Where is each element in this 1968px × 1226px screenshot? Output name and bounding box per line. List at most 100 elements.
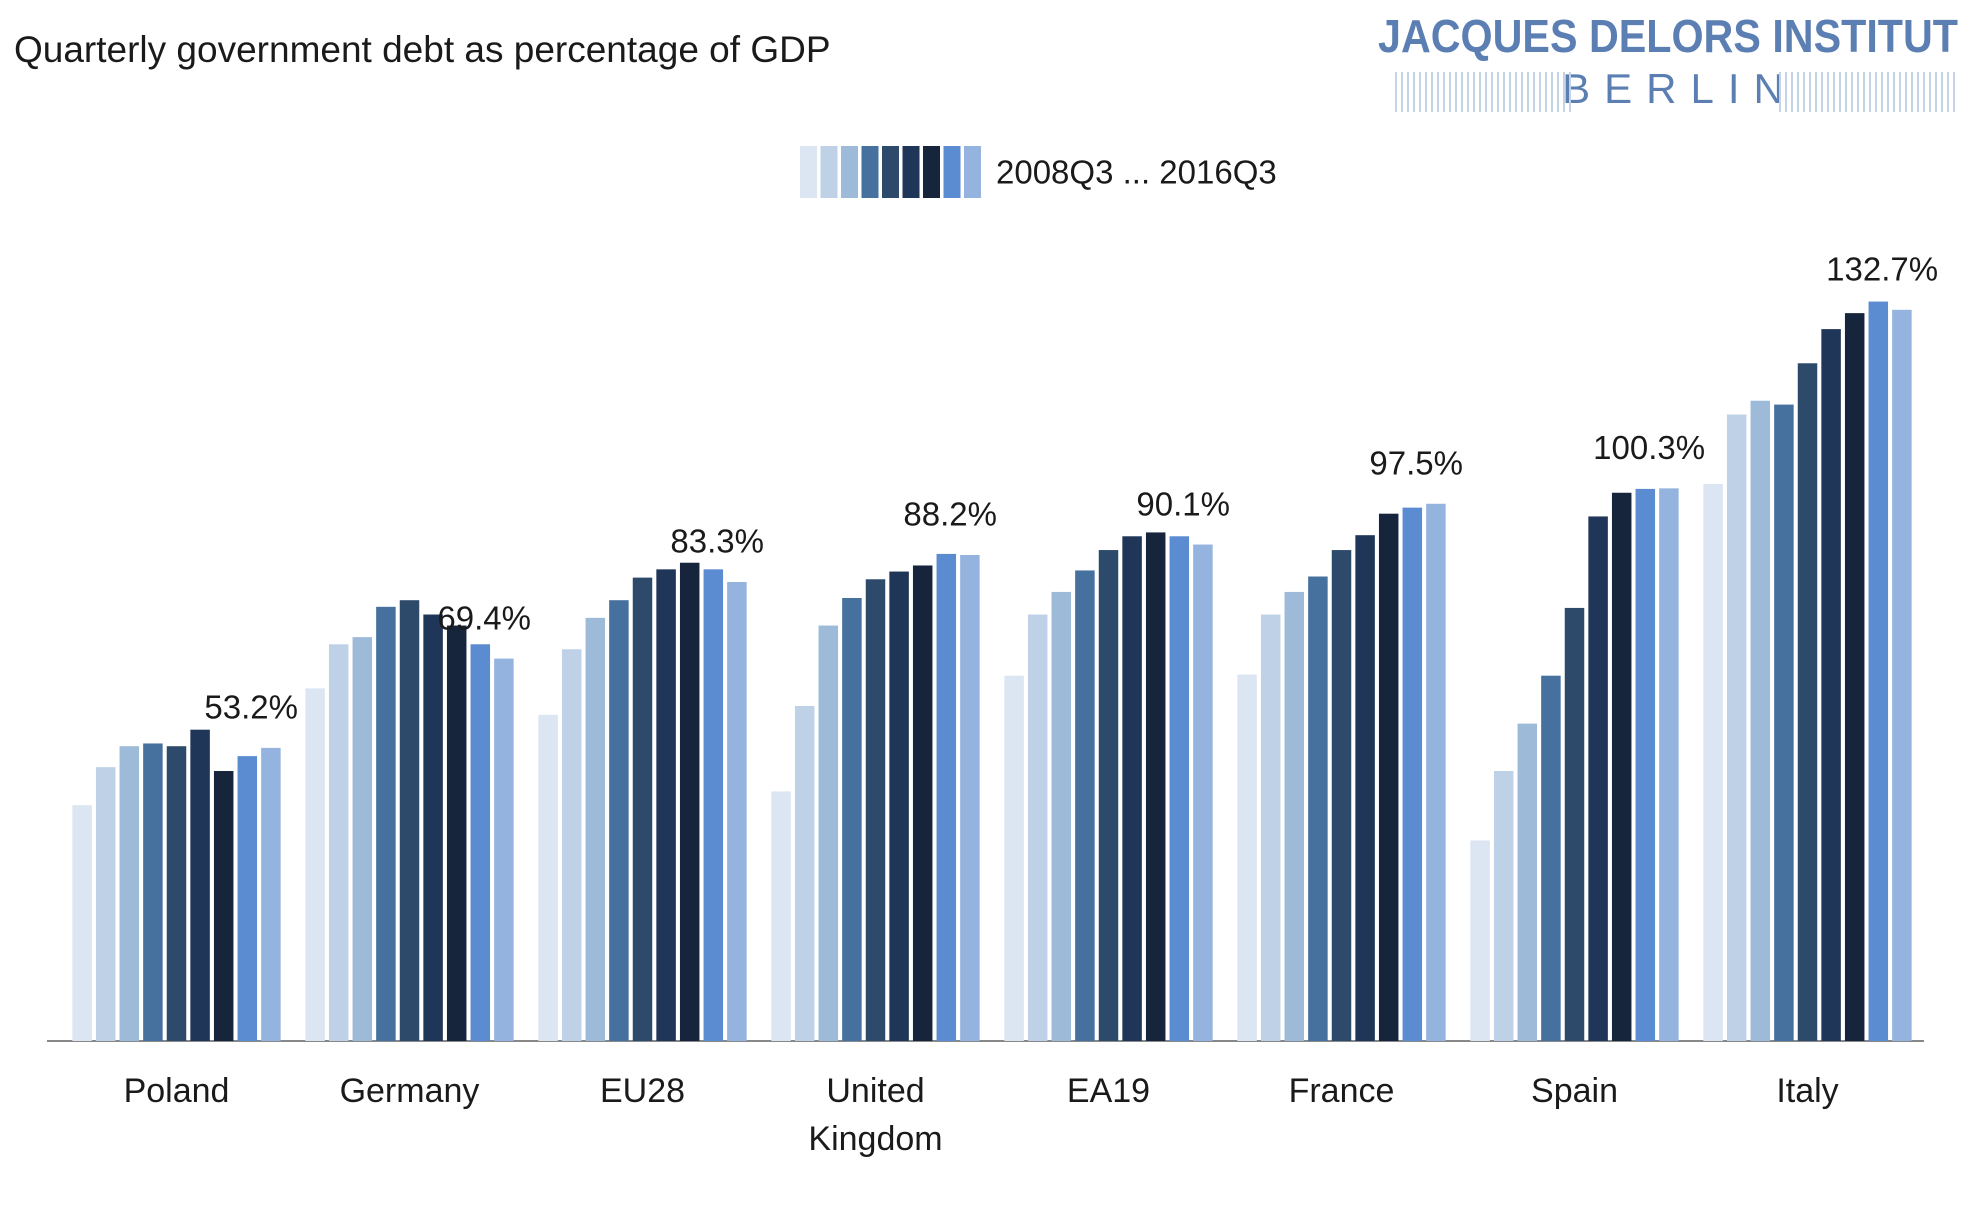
x-tick-label: EU28 bbox=[599, 1072, 686, 1110]
bar bbox=[1821, 329, 1841, 1041]
bar bbox=[561, 649, 582, 1041]
x-tick-label: Germany bbox=[339, 1072, 480, 1110]
logo-decoration bbox=[1395, 72, 1955, 112]
bar bbox=[960, 555, 980, 1041]
bar bbox=[679, 562, 700, 1041]
legend-swatch bbox=[923, 146, 940, 198]
data-label: 53.2% bbox=[204, 689, 298, 726]
bar bbox=[237, 756, 258, 1041]
bar bbox=[1797, 363, 1818, 1041]
bar bbox=[1493, 771, 1514, 1041]
bar bbox=[794, 705, 815, 1041]
bar bbox=[1426, 503, 1446, 1041]
bar bbox=[1402, 507, 1423, 1042]
bar bbox=[1169, 536, 1190, 1041]
bar bbox=[328, 644, 349, 1041]
bar bbox=[1868, 301, 1889, 1042]
bar bbox=[865, 579, 886, 1041]
bar bbox=[470, 644, 491, 1041]
bar bbox=[446, 625, 467, 1041]
bar bbox=[494, 658, 514, 1041]
bar bbox=[609, 600, 629, 1041]
bar bbox=[190, 729, 210, 1041]
bar bbox=[72, 805, 92, 1041]
x-tick-label: Spain bbox=[1531, 1072, 1618, 1110]
bar bbox=[727, 582, 747, 1041]
x-tick-label: United Kingdom bbox=[808, 1072, 943, 1158]
bar bbox=[1145, 532, 1166, 1041]
bar bbox=[143, 743, 163, 1041]
bar bbox=[1611, 492, 1632, 1041]
bar bbox=[95, 767, 116, 1041]
bar bbox=[261, 747, 281, 1041]
legend-swatch bbox=[861, 146, 879, 198]
legend-swatch bbox=[841, 146, 858, 198]
bar bbox=[1260, 614, 1281, 1041]
bar bbox=[1331, 550, 1352, 1041]
logo-city: BERLIN bbox=[1562, 65, 1798, 112]
bar bbox=[1075, 570, 1095, 1041]
bar bbox=[585, 617, 606, 1041]
data-label: 97.5% bbox=[1369, 444, 1463, 481]
bar bbox=[1098, 550, 1119, 1041]
x-tick-label: EA19 bbox=[1066, 1072, 1151, 1110]
x-tick-label: France bbox=[1288, 1072, 1395, 1110]
bar bbox=[1122, 536, 1142, 1041]
bar bbox=[1193, 544, 1213, 1041]
legend-swatch bbox=[964, 146, 981, 198]
x-tick-label: Poland bbox=[123, 1072, 230, 1110]
bar bbox=[352, 637, 373, 1041]
bar bbox=[1355, 535, 1375, 1041]
bar bbox=[1237, 674, 1257, 1041]
bar bbox=[818, 625, 839, 1041]
data-label: 90.1% bbox=[1136, 485, 1230, 522]
data-label: 100.3% bbox=[1593, 429, 1705, 466]
bar bbox=[1004, 675, 1024, 1041]
bar bbox=[1541, 675, 1561, 1041]
bar bbox=[1308, 576, 1328, 1041]
legend-swatch bbox=[800, 146, 817, 198]
data-label: 88.2% bbox=[903, 496, 997, 533]
bar bbox=[703, 569, 724, 1041]
bar bbox=[1726, 414, 1747, 1041]
bar bbox=[1844, 313, 1865, 1041]
bar bbox=[1635, 488, 1656, 1041]
bar bbox=[305, 688, 325, 1041]
legend-swatch bbox=[902, 146, 920, 198]
legend-swatch bbox=[882, 146, 899, 198]
bar bbox=[1588, 516, 1608, 1041]
bar bbox=[1774, 404, 1794, 1042]
chart-title: Quarterly government debt as percentage … bbox=[14, 29, 831, 70]
legend: 2008Q3 ... 2016Q3 bbox=[800, 146, 1277, 198]
bar bbox=[1892, 309, 1912, 1041]
bar bbox=[1378, 513, 1399, 1041]
bar bbox=[1051, 591, 1072, 1041]
bar bbox=[1470, 840, 1490, 1041]
bar bbox=[119, 746, 140, 1041]
bar bbox=[1284, 591, 1305, 1041]
bar bbox=[889, 571, 909, 1041]
legend-label: 2008Q3 ... 2016Q3 bbox=[996, 154, 1277, 191]
bar bbox=[912, 565, 933, 1041]
data-label: 83.3% bbox=[670, 523, 764, 560]
x-tick-label: Italy bbox=[1776, 1072, 1839, 1110]
legend-swatch bbox=[943, 146, 961, 198]
legend-swatch bbox=[820, 146, 838, 198]
bar bbox=[213, 771, 234, 1041]
bar bbox=[1564, 607, 1585, 1041]
bar bbox=[656, 569, 676, 1041]
logo-name: JACQUES DELORS INSTITUT bbox=[1378, 10, 1958, 62]
bar bbox=[423, 614, 443, 1041]
bar bbox=[376, 606, 396, 1041]
bar bbox=[166, 746, 187, 1041]
bar bbox=[771, 791, 791, 1041]
bar bbox=[1517, 723, 1538, 1041]
data-label: 132.7% bbox=[1826, 251, 1938, 288]
data-label: 69.4% bbox=[437, 599, 531, 636]
bar bbox=[936, 553, 957, 1041]
bar bbox=[632, 577, 653, 1041]
bar bbox=[1027, 614, 1048, 1041]
bar bbox=[538, 714, 558, 1041]
